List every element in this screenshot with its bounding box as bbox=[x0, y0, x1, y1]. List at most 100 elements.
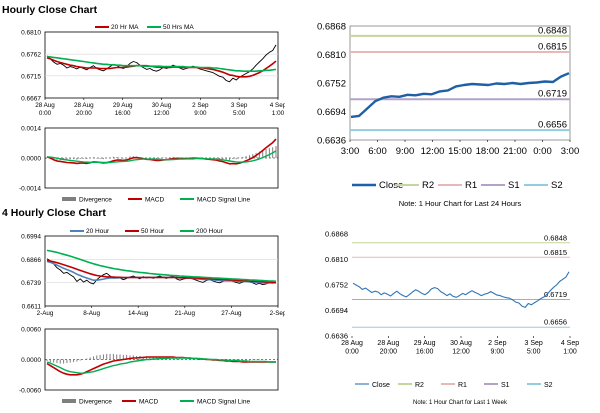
x-tick-label: 14-Aug bbox=[128, 310, 149, 317]
x-tick-label: 28 Aug bbox=[377, 340, 399, 347]
legend-label: Divergence bbox=[79, 197, 112, 204]
y-tick-label: 0.0000 bbox=[21, 357, 41, 364]
legend-label: R2 bbox=[415, 382, 424, 389]
x-tick-label: 0:00 bbox=[39, 110, 52, 117]
y-tick-label: 0.6667 bbox=[21, 96, 41, 103]
x-tick-label: 2 Sep bbox=[192, 102, 209, 109]
series-line-200-hour bbox=[46, 249, 277, 283]
legend-label: 20 Hour bbox=[86, 228, 110, 235]
legend-label: 50 Hour bbox=[141, 228, 165, 235]
legend-label: S2 bbox=[544, 382, 553, 389]
x-tick-label: 16:00 bbox=[115, 110, 131, 117]
x-tick-label: 3:00 bbox=[561, 146, 580, 157]
legend-label: MACD bbox=[145, 197, 164, 204]
y-tick-label: 0.6694 bbox=[325, 306, 348, 315]
legend-label: S2 bbox=[551, 180, 563, 191]
hourly-section-title: Hourly Close Chart bbox=[2, 4, 98, 16]
legend-label: R2 bbox=[422, 180, 434, 191]
y-tick-label: 0.0014 bbox=[21, 126, 41, 133]
series-line-signal bbox=[46, 357, 276, 374]
x-tick-label: 30 Aug bbox=[450, 340, 472, 347]
four-hourly-ma-chart: 0.6994 0.6866 0.6739 0.6611 2-Aug 8-Aug 14-Aug… bbox=[0, 222, 285, 326]
hourly-levels-chart: 0.6868 0.6810 0.6752 0.6694 0.6636 0.6848 0.68… bbox=[300, 22, 600, 208]
series-line-close bbox=[352, 271, 570, 308]
y-tick-label: 0.6739 bbox=[21, 280, 41, 287]
x-tick-label: 20:00 bbox=[380, 349, 398, 356]
x-tick-label: 0:00 bbox=[533, 146, 552, 157]
level-value-label: 0.6656 bbox=[544, 318, 567, 327]
level-value-label: 0.6815 bbox=[544, 248, 567, 257]
legend-label: Divergence bbox=[79, 399, 112, 406]
y-tick-label: 0.6636 bbox=[317, 135, 346, 146]
plot-frame bbox=[44, 31, 279, 99]
level-value-label: 0.6815 bbox=[538, 42, 567, 53]
level-value-label: 0.6848 bbox=[538, 25, 567, 36]
x-tick-label: 18:00 bbox=[476, 146, 500, 157]
x-tick-label: 30 Aug bbox=[152, 102, 172, 109]
hourly-macd-chart: 0.0014 0.0000 -0.0014 Divergence MACD MACD Si… bbox=[0, 124, 285, 206]
y-tick-label: 0.6810 bbox=[317, 50, 346, 61]
level-value-label: 0.6848 bbox=[544, 233, 567, 242]
legend-label: 20 Hr MA bbox=[111, 24, 139, 31]
x-tick-label: 2-Aug bbox=[37, 310, 54, 317]
four-hourly-section-title: 4 Hourly Close Chart bbox=[2, 207, 106, 219]
level-value-label: 0.6719 bbox=[544, 290, 567, 299]
x-tick-label: 12:00 bbox=[154, 110, 170, 117]
legend-label: MACD bbox=[139, 399, 158, 406]
x-tick-label: 1:00 bbox=[272, 110, 285, 117]
legend-label: 50 Hrs MA bbox=[163, 24, 194, 31]
x-tick-label: 3 Sep bbox=[231, 102, 248, 109]
y-tick-label: 0.0000 bbox=[21, 156, 41, 163]
y-tick-label: 0.6715 bbox=[21, 73, 41, 80]
plot-frame bbox=[352, 234, 570, 336]
x-tick-label: 27-Aug bbox=[221, 310, 242, 317]
x-tick-label: 12:00 bbox=[421, 146, 445, 157]
x-tick-label: 29 Aug bbox=[414, 340, 436, 347]
legend-label: MACD Signal Line bbox=[197, 197, 250, 204]
series-line-price bbox=[46, 44, 277, 83]
y-tick-label: 0.6868 bbox=[317, 22, 346, 32]
x-tick-label: 3 Sep bbox=[525, 340, 543, 347]
y-tick-label: 0.6810 bbox=[21, 30, 41, 37]
legend-label: Close bbox=[372, 382, 390, 389]
four-hourly-levels-chart: 0.6868 0.6810 0.6752 0.6694 0.6636 0.6848 0.68… bbox=[300, 226, 600, 413]
x-tick-label: 8-Aug bbox=[83, 310, 100, 317]
legend-swatch bbox=[62, 197, 76, 201]
chart-note: Note: 1 Hour Chart for Last 1 Week bbox=[413, 400, 508, 406]
level-value-label: 0.6656 bbox=[538, 120, 567, 131]
y-tick-label: 0.6994 bbox=[21, 234, 41, 241]
y-tick-label: 0.0060 bbox=[21, 327, 41, 334]
legend-label: R1 bbox=[458, 382, 467, 389]
legend-swatch bbox=[62, 399, 76, 403]
y-tick-label: 0.6868 bbox=[325, 230, 348, 239]
y-tick-label: -0.0014 bbox=[19, 186, 41, 193]
legend-label: 200 Hour bbox=[196, 228, 224, 235]
x-tick-label: 12:00 bbox=[452, 349, 470, 356]
x-tick-label: 4 Sep bbox=[561, 340, 579, 347]
x-tick-label: 28 Aug bbox=[341, 340, 363, 347]
level-value-label: 0.6719 bbox=[538, 89, 567, 100]
x-tick-label: 9:00 bbox=[194, 110, 207, 117]
x-tick-label: 16:00 bbox=[416, 349, 434, 356]
x-tick-label: 5:00 bbox=[233, 110, 246, 117]
y-tick-label: 0.6694 bbox=[317, 107, 346, 118]
x-tick-label: 20:00 bbox=[76, 110, 92, 117]
y-tick-label: 0.6636 bbox=[325, 332, 348, 341]
y-tick-label: -0.0060 bbox=[19, 388, 41, 395]
legend-label: R1 bbox=[465, 180, 477, 191]
x-tick-label: 4 Sep bbox=[270, 102, 285, 109]
x-tick-label: 2 Sep bbox=[488, 340, 506, 347]
x-tick-label: 9:00 bbox=[491, 349, 505, 356]
chart-note: Note: 1 Hour Chart for Last 24 Hours bbox=[399, 199, 522, 208]
x-tick-label: 9:00 bbox=[396, 146, 415, 157]
x-tick-label: 28 Aug bbox=[35, 102, 55, 109]
x-tick-label: 3:00 bbox=[341, 146, 360, 157]
series-line-close bbox=[350, 72, 570, 119]
x-tick-label: 29 Aug bbox=[113, 102, 133, 109]
series-line-50-hrs-ma bbox=[46, 55, 277, 73]
legend-label: Close bbox=[379, 180, 403, 191]
legend-label: MACD Signal Line bbox=[197, 399, 250, 406]
x-tick-label: 21-Aug bbox=[175, 310, 196, 317]
four-hourly-macd-chart: 0.0060 0.0000 -0.0060 Divergence MACD MACD Si… bbox=[0, 326, 285, 413]
x-tick-label: 1:00 bbox=[563, 349, 577, 356]
